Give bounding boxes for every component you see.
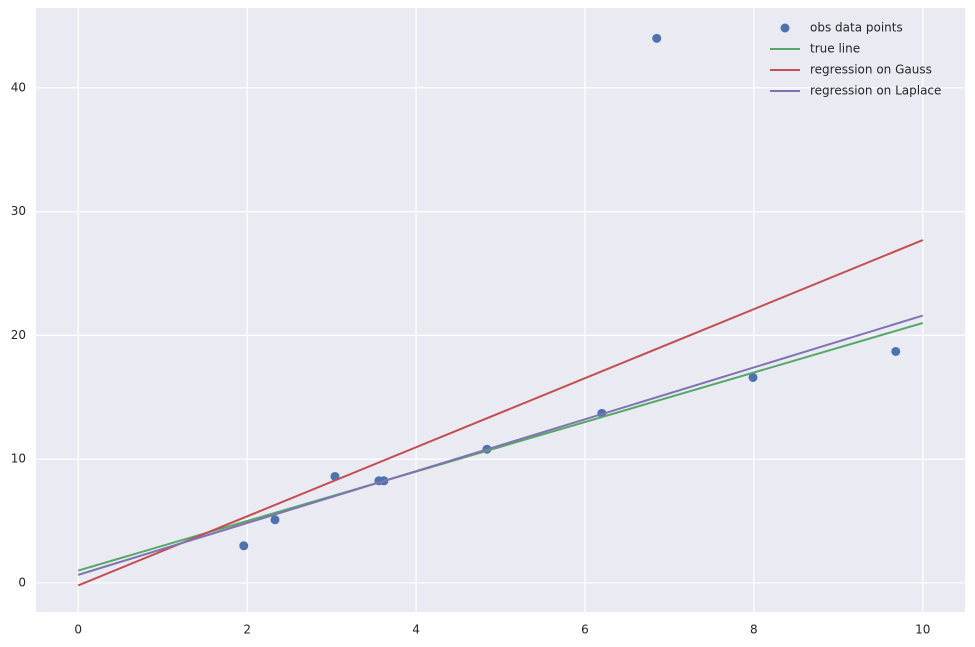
line	[77, 239, 924, 587]
data-point	[891, 346, 901, 356]
legend-label: obs data points	[810, 21, 903, 35]
y-tick-label: 10	[11, 452, 26, 466]
legend-label: regression on Gauss	[810, 63, 932, 77]
y-tick-label: 30	[11, 204, 26, 218]
y-tick-label: 20	[11, 328, 26, 342]
x-tick-label: 4	[412, 623, 420, 637]
data-point	[239, 541, 249, 551]
x-tick-label: 10	[915, 623, 930, 637]
y-tick-label: 0	[18, 575, 26, 589]
x-tick-label: 2	[243, 623, 251, 637]
legend-marker	[780, 23, 790, 33]
legend: obs data points true line regression on Ga…	[770, 21, 941, 98]
data-point	[270, 515, 280, 525]
y-tick-label: 40	[11, 80, 26, 94]
x-tick-label: 6	[581, 623, 589, 637]
x-tick-label: 0	[74, 623, 82, 637]
line	[77, 322, 924, 572]
data-point	[748, 372, 758, 382]
x-tick-label: 8	[750, 623, 758, 637]
data-point	[652, 33, 662, 43]
plot-area	[36, 8, 965, 612]
line	[77, 314, 924, 576]
legend-label: regression on Laplace	[810, 84, 941, 98]
legend-label: true line	[810, 42, 860, 56]
